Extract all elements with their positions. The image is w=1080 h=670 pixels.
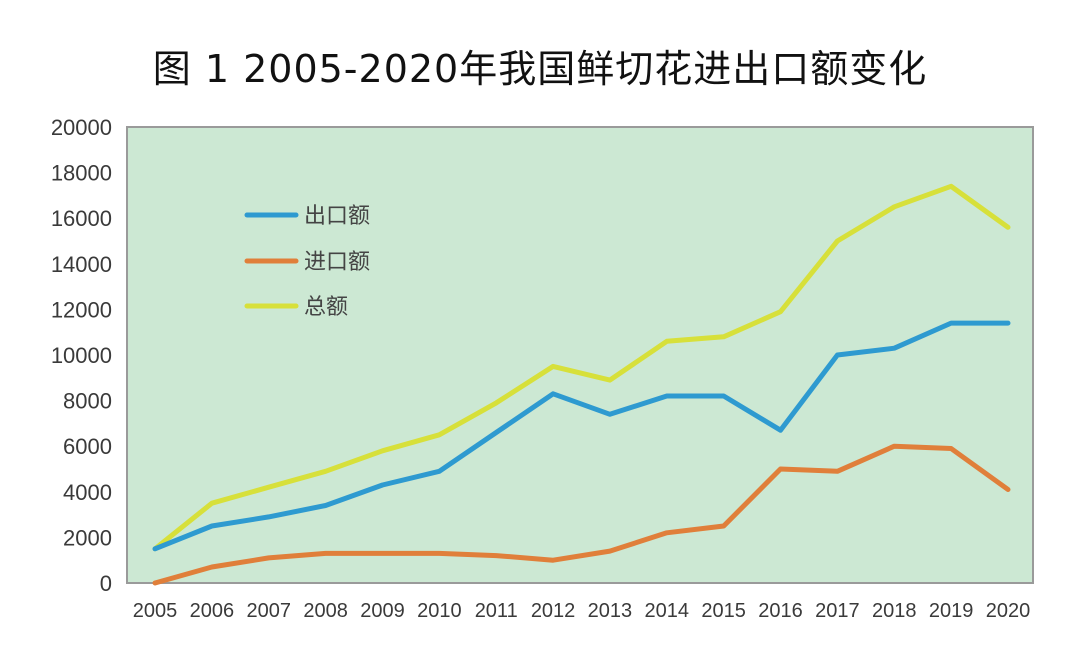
x-tick-label: 2008 xyxy=(303,600,348,622)
y-tick-label: 14000 xyxy=(51,252,112,277)
y-tick-label: 18000 xyxy=(51,161,112,186)
chart-title: 图 1 2005-2020年我国鲜切花进出口额变化 xyxy=(152,47,928,91)
y-axis: 0 2000 4000 6000 8000 10000 12000 14000 16000 180… xyxy=(51,115,112,596)
series-lines xyxy=(152,183,1011,586)
x-tick-label: 2019 xyxy=(929,600,974,622)
y-tick-label: 20000 xyxy=(51,115,112,140)
x-tick-label: 2005 xyxy=(133,600,178,622)
x-tick-label: 2012 xyxy=(531,600,576,622)
x-tick-label: 2016 xyxy=(758,600,803,622)
x-tick-label: 2013 xyxy=(588,600,633,622)
y-tick-label: 16000 xyxy=(51,206,112,231)
y-tick-label: 12000 xyxy=(51,297,112,322)
legend-label: 总额 xyxy=(304,295,348,320)
series-line-0 xyxy=(152,320,1011,552)
x-tick-label: 2018 xyxy=(872,600,917,622)
y-tick-label: 6000 xyxy=(63,434,112,459)
y-tick-label: 2000 xyxy=(63,525,112,550)
x-tick-label: 2009 xyxy=(360,600,405,622)
x-tick-label: 2014 xyxy=(645,600,690,622)
x-tick-label: 2006 xyxy=(190,600,235,622)
y-tick-label: 4000 xyxy=(63,480,112,505)
series-line-1 xyxy=(152,443,1011,586)
legend-label: 进口额 xyxy=(304,250,370,275)
y-tick-label: 8000 xyxy=(63,389,112,414)
x-axis: 2005 2006 2007 2008 2009 2010 2011 2012 2013 2014… xyxy=(133,600,1031,622)
x-tick-label: 2010 xyxy=(417,600,462,622)
plot-area xyxy=(126,126,1034,584)
legend-label: 出口额 xyxy=(304,204,370,229)
y-tick-label: 0 xyxy=(100,571,112,596)
y-tick-label: 10000 xyxy=(51,343,112,368)
x-tick-label: 2015 xyxy=(701,600,746,622)
x-tick-label: 2007 xyxy=(246,600,291,622)
series-line-2 xyxy=(152,183,1011,552)
x-tick-label: 2011 xyxy=(475,600,518,622)
x-tick-label: 2020 xyxy=(986,600,1031,622)
x-tick-label: 2017 xyxy=(815,600,860,622)
